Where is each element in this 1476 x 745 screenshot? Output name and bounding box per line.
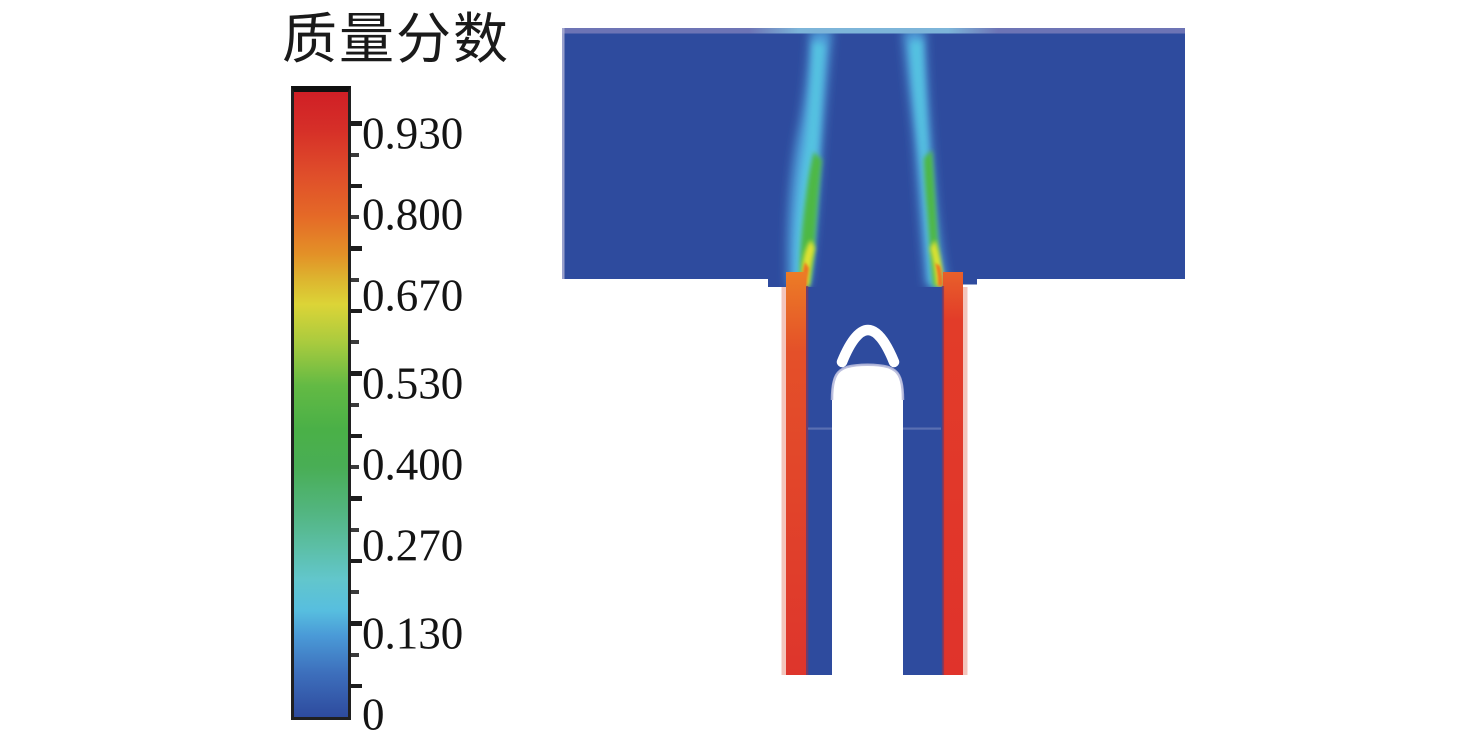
plume-left-cyan	[794, 42, 825, 286]
wall-jet-right-fringe	[963, 287, 968, 675]
colorbar-tick	[351, 527, 359, 532]
colorbar-tick	[351, 340, 359, 344]
colorbar-label: 0.530	[362, 358, 464, 409]
colorbar-tick	[351, 308, 362, 314]
wall-jet-left-inner-line	[806, 286, 809, 675]
colorbar-label: 0.670	[362, 270, 464, 321]
chamber-ledge-left	[768, 279, 790, 287]
colorbar-tick	[351, 215, 359, 219]
colorbar-tick	[351, 371, 362, 376]
colorbar-ticks	[351, 92, 365, 717]
colorbar-label: 0.930	[362, 108, 464, 159]
legend-title: 质量分数	[282, 7, 511, 71]
contour-plot	[562, 28, 1185, 745]
wall-jet-left	[786, 272, 806, 675]
colorbar-tick	[351, 558, 362, 564]
chamber-ledge-right	[963, 279, 977, 285]
colorbar-tick	[351, 277, 359, 282]
colorbar-label: 0	[362, 689, 385, 740]
chamber-left-boundary	[562, 28, 565, 279]
colorbar-label: 0.400	[362, 439, 464, 490]
colorbar-tick	[351, 621, 362, 626]
colorbar-tick	[351, 496, 362, 501]
wall-jet-right-inner-line	[941, 286, 945, 675]
colorbar-labels: 0.930 0.800 0.670 0.530 0.400 0.270 0.130 0	[362, 92, 522, 737]
centerbody	[832, 364, 903, 745]
wall-jet-right	[943, 272, 963, 675]
colorbar-label: 0.270	[362, 520, 464, 571]
colorbar-tick	[351, 465, 359, 469]
colorbar-gradient	[291, 86, 351, 720]
colorbar-tick	[351, 121, 362, 126]
colorbar-tick	[351, 402, 359, 407]
colorbar	[291, 86, 362, 720]
duct-side-mark-right	[903, 427, 941, 430]
wall-jet-left-fringe	[781, 287, 786, 675]
centerbody-top-outline	[830, 363, 905, 401]
colorbar-tick	[351, 652, 359, 657]
centerbody-arch-cap	[836, 325, 900, 368]
colorbar-tick	[351, 590, 359, 594]
colorbar-label: 0.130	[362, 608, 464, 659]
colorbar-tick	[351, 183, 362, 189]
chamber-field	[562, 28, 1185, 279]
chamber-top-boundary	[562, 28, 1185, 34]
colorbar-tick	[351, 246, 362, 251]
colorbar-tick	[351, 433, 362, 439]
colorbar-label: 0.800	[362, 189, 464, 240]
colorbar-tick	[351, 152, 359, 157]
plume-right-orange	[935, 263, 943, 286]
colorbar-tick	[351, 683, 362, 689]
duct-side-mark-left	[808, 427, 832, 430]
